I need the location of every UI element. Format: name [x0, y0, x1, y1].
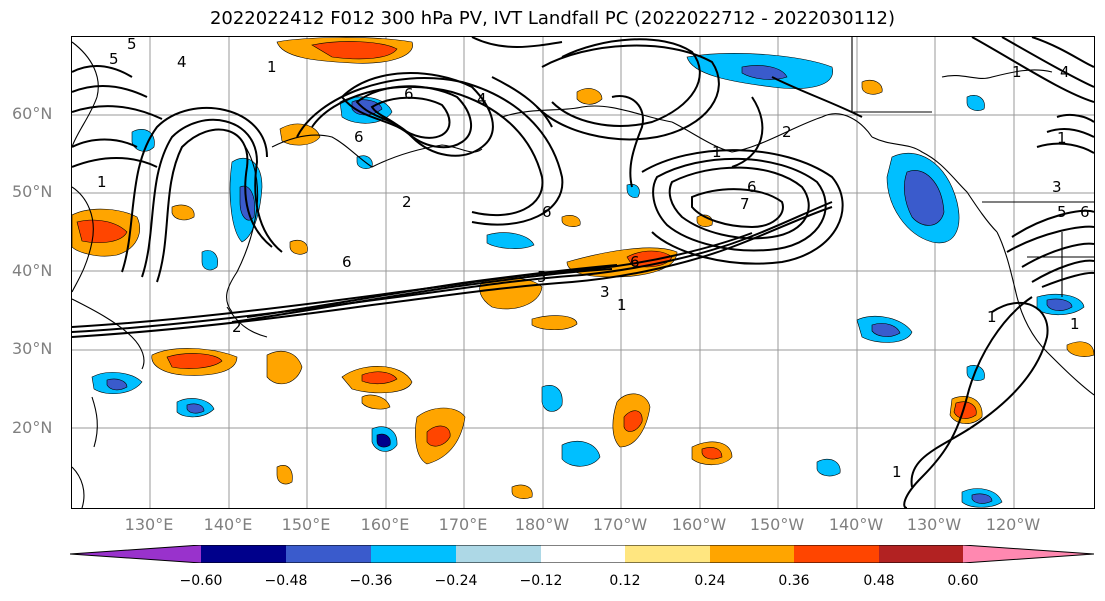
lon-label: 170°E	[438, 515, 488, 534]
shaded-anomalies	[72, 37, 1094, 508]
lon-label: 160°E	[360, 515, 410, 534]
colorbar-tick-label: 0.48	[863, 573, 895, 589]
lat-label: 20°N	[12, 418, 53, 437]
colorbar-tick-label: −0.24	[434, 573, 478, 589]
colorbar-tick-label: 0.12	[609, 573, 641, 589]
contour-label: 1	[1012, 63, 1022, 81]
contour-label: 5	[1057, 203, 1067, 221]
colorbar-extend-low	[70, 545, 201, 563]
colorbar-bin	[201, 545, 286, 563]
contour-label: 5	[537, 268, 547, 286]
lat-label: 50°N	[12, 182, 53, 201]
map-panel: 1 5 5 4 6 6 4 2 1 1 2 6 6 7 6 6 5 3 1 2 …	[71, 36, 1095, 509]
contour-labels: 1 5 5 4 6 6 4 2 1 1 2 6 6 7 6 6 5 3 1 2 …	[97, 37, 1090, 481]
contour-label: 2	[232, 318, 242, 336]
contour-label: 5	[109, 50, 119, 68]
lon-label: 140°W	[828, 515, 884, 534]
lat-label: 60°N	[12, 104, 53, 123]
contour-label: 6	[354, 128, 364, 146]
colorbar-bin	[879, 545, 963, 563]
lon-label: 150°E	[281, 515, 331, 534]
contour-label: 6	[404, 85, 414, 103]
colorbar-tick-label: 0.24	[694, 573, 726, 589]
lat-label: 40°N	[12, 261, 53, 280]
contour-label: 6	[342, 253, 352, 271]
colorbar-bin	[541, 545, 625, 563]
contour-label: 6	[1080, 203, 1090, 221]
colorbar-bin	[371, 545, 456, 563]
contour-label: 4	[177, 53, 187, 71]
gridlines	[72, 37, 1094, 508]
contour-label: 1	[267, 58, 277, 76]
contour-label: 2	[782, 123, 792, 141]
lon-label: 150°W	[749, 515, 805, 534]
colorbar-tick-label: −0.12	[519, 573, 563, 589]
colorbar-tick-label: −0.60	[179, 573, 223, 589]
colorbar-bin	[794, 545, 879, 563]
colorbar-bin	[456, 545, 541, 563]
contour-label: 4	[1060, 63, 1070, 81]
colorbar-tick-label: 0.36	[778, 573, 810, 589]
lon-label: 160°W	[671, 515, 727, 534]
figure-title: 2022022412 F012 300 hPa PV, IVT Landfall…	[209, 8, 896, 29]
colorbar-tick-label: −0.36	[349, 573, 393, 589]
colorbar-bin	[625, 545, 710, 563]
contour-label: 4	[477, 90, 487, 108]
contour-label: 7	[740, 195, 750, 213]
contour-label: 1	[1070, 315, 1080, 333]
contour-label: 1	[1057, 129, 1067, 147]
colorbar-tick-label: 0.60	[947, 573, 979, 589]
contour-label: 1	[892, 463, 902, 481]
lon-label: 130°W	[906, 515, 962, 534]
contour-label: 3	[600, 283, 610, 301]
contour-label: 1	[712, 143, 722, 161]
contours	[72, 37, 1094, 508]
lon-label: 180°W	[514, 515, 570, 534]
map-svg: 1 5 5 4 6 6 4 2 1 1 2 6 6 7 6 6 5 3 1 2 …	[72, 37, 1094, 508]
contour-label: 6	[747, 178, 757, 196]
lon-label: 120°W	[985, 515, 1041, 534]
contour-label: 5	[127, 37, 137, 53]
contour-label: 6	[630, 253, 640, 271]
colorbar-extend-high	[963, 545, 1094, 563]
colorbar-bin	[710, 545, 794, 563]
lon-label: 140°E	[203, 515, 253, 534]
contour-label: 1	[97, 173, 107, 191]
contour-label: 6	[542, 203, 552, 221]
colorbar	[70, 545, 1094, 563]
contour-label: 1	[987, 308, 997, 326]
lat-label: 30°N	[12, 339, 53, 358]
contour-label: 3	[1052, 178, 1062, 196]
contour-label: 2	[402, 193, 412, 211]
lon-label: 130°E	[124, 515, 174, 534]
coastlines	[72, 37, 1094, 508]
colorbar-bin	[286, 545, 371, 563]
colorbar-tick-label: −0.48	[264, 573, 308, 589]
contour-label: 1	[617, 296, 627, 314]
lon-label: 170°W	[592, 515, 648, 534]
